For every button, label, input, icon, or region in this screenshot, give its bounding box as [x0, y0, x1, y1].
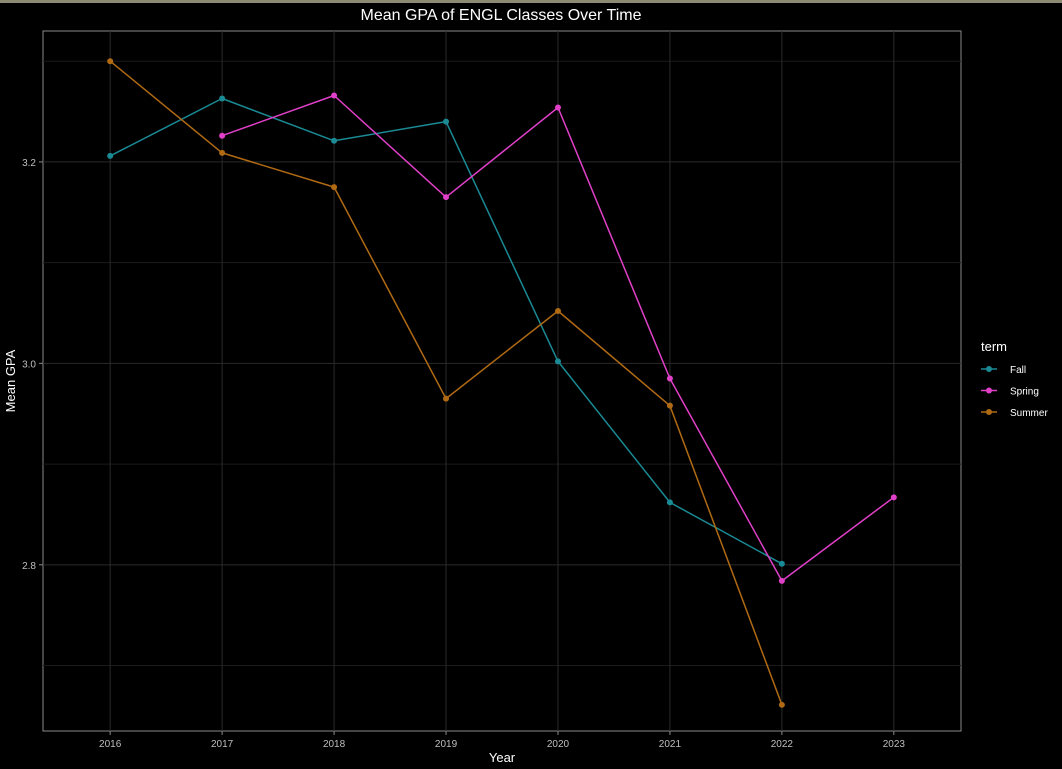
x-tick-label: 2019	[435, 739, 458, 750]
legend-title: term	[981, 339, 1007, 354]
legend-key-point-fall	[986, 366, 992, 372]
data-point-summer	[778, 701, 785, 708]
data-point-fall	[219, 95, 226, 102]
data-point-fall	[554, 358, 561, 365]
data-point-fall	[666, 499, 673, 506]
legend: term Fall Spring Summer	[981, 339, 1048, 419]
window-top-strip	[0, 0, 1062, 3]
data-point-spring	[778, 577, 785, 584]
series-points	[107, 58, 897, 708]
data-point-spring	[554, 104, 561, 111]
legend-label-fall: Fall	[1010, 365, 1026, 376]
x-axis-label: Year	[489, 750, 516, 765]
data-point-summer	[331, 184, 338, 191]
y-tick-label: 2.8	[22, 561, 36, 572]
data-point-summer	[443, 395, 450, 402]
legend-items: Fall Spring Summer	[981, 365, 1048, 419]
x-tick-label: 2021	[659, 739, 682, 750]
data-point-spring	[443, 194, 450, 201]
data-point-summer	[107, 58, 114, 65]
data-point-fall	[778, 560, 785, 567]
x-tick-label: 2020	[547, 739, 570, 750]
chart-title: Mean GPA of ENGL Classes Over Time	[361, 7, 642, 24]
minor-gridlines	[43, 60, 961, 667]
legend-key-point-summer	[986, 409, 992, 415]
data-point-summer	[219, 149, 226, 156]
data-point-fall	[443, 118, 450, 125]
y-axis-label: Mean GPA	[3, 349, 18, 412]
data-point-summer	[554, 308, 561, 314]
x-tick-label: 2017	[211, 739, 234, 750]
plot-panel	[42, 30, 962, 732]
x-tick-label: 2018	[323, 739, 346, 750]
x-tick-label: 2016	[99, 739, 122, 750]
data-point-summer	[666, 402, 673, 409]
y-tick-label: 3.0	[22, 359, 36, 370]
x-tick-label: 2022	[771, 739, 794, 750]
x-tick-label: 2023	[883, 739, 906, 750]
x-axis: 2016 2017 2018 2019 2020 2021 2022 2023	[99, 731, 905, 750]
legend-label-summer: Summer	[1010, 408, 1048, 419]
y-tick-label: 3.2	[22, 158, 36, 169]
data-point-spring	[666, 375, 673, 382]
data-point-fall	[107, 152, 114, 159]
data-point-spring	[331, 92, 338, 99]
legend-key-point-spring	[986, 387, 992, 394]
legend-label-spring: Spring	[1010, 387, 1039, 398]
data-point-spring	[890, 494, 897, 501]
y-axis: 2.8 3.0 3.2	[22, 158, 43, 572]
data-point-spring	[219, 132, 226, 139]
data-point-fall	[331, 137, 338, 144]
